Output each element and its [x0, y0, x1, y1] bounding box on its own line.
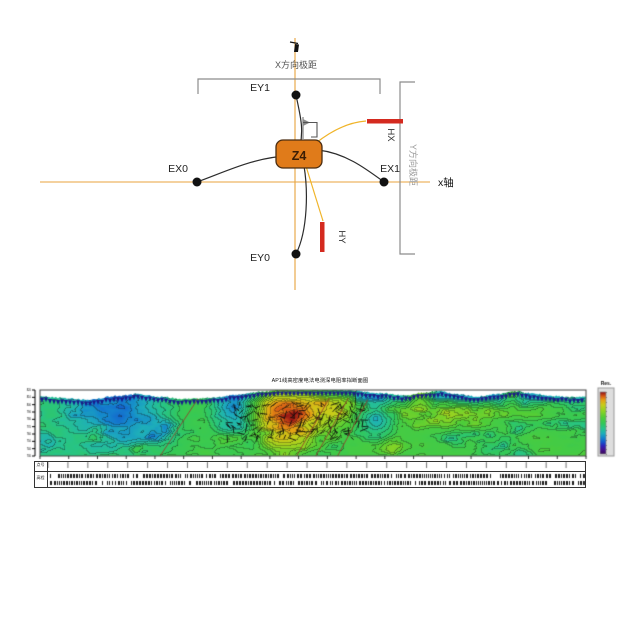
svg-text:HY: HY — [336, 230, 347, 244]
svg-text:EX0: EX0 — [168, 163, 188, 175]
svg-text:EX1: EX1 — [380, 163, 400, 175]
svg-text:Y方向极距: Y方向极距 — [408, 144, 419, 186]
svg-text:EY0: EY0 — [250, 252, 270, 264]
svg-text:EY1: EY1 — [250, 82, 270, 94]
svg-text:Z4: Z4 — [292, 149, 307, 163]
svg-text:X方向极距: X方向极距 — [275, 59, 317, 70]
svg-text:x轴: x轴 — [438, 176, 454, 189]
svg-text:HX: HX — [385, 128, 396, 142]
